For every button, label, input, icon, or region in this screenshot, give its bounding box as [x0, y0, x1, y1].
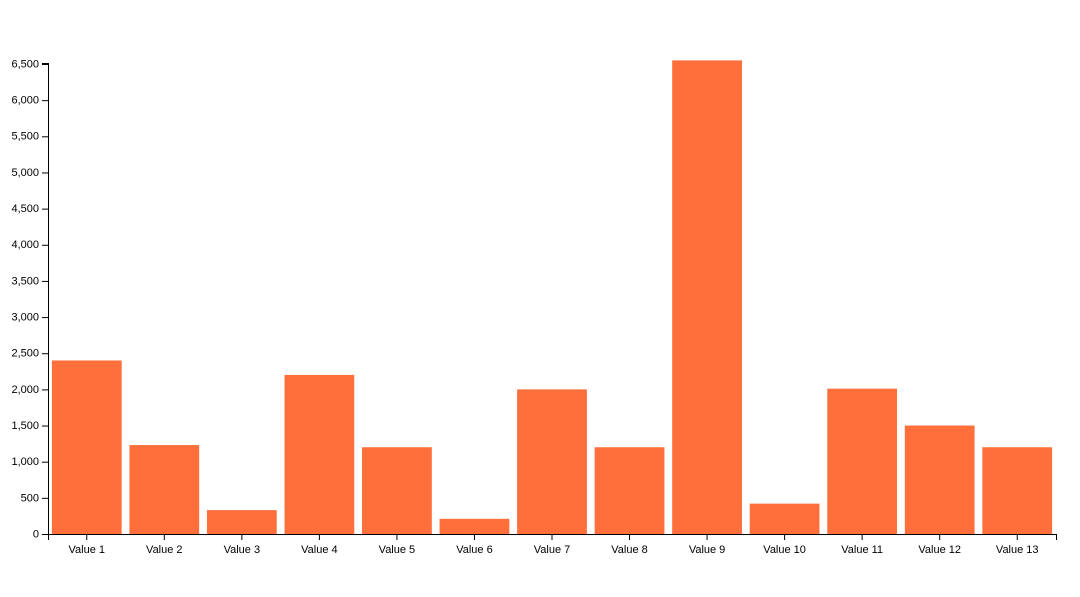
x-tick-label: Value 12: [918, 544, 961, 556]
bar-8: [594, 447, 665, 534]
x-axis: Value 1 Value 2 Value 3 Value 4 Value 5 Value…: [48, 534, 1057, 556]
y-tick-label: 4,000: [11, 239, 39, 251]
y-tick-label: 500: [21, 492, 39, 504]
y-tick-label: 2,000: [11, 384, 39, 396]
bar-7: [517, 389, 587, 534]
x-tick-label: Value 5: [379, 544, 416, 556]
x-tick-label: Value 3: [224, 544, 261, 556]
y-tick-label: 6,500: [11, 58, 39, 70]
x-tick-label: Value 11: [841, 544, 883, 556]
y-tick-label: 3,000: [11, 311, 39, 323]
x-tick-label: Value 13: [996, 544, 1039, 556]
y-tick-label: 2,500: [11, 348, 39, 360]
y-tick-label: 3,500: [11, 275, 39, 287]
bar-9: [672, 60, 742, 534]
bar-13: [982, 447, 1053, 534]
y-axis: 0 500 1,000 1,500 2,000 2,500 3,000 3,500 4,000 4…: [11, 58, 49, 540]
bar-2: [129, 445, 200, 534]
y-tick-label: 1,000: [11, 456, 39, 468]
y-tick-label: 4,500: [11, 203, 39, 215]
x-tick-label: Value 2: [146, 544, 183, 556]
bar-3: [206, 510, 277, 534]
x-tick-label: Value 8: [611, 544, 648, 556]
bar-11: [827, 388, 898, 534]
y-axis-line: [42, 63, 49, 535]
y-tick-label: 6,000: [11, 95, 39, 107]
x-tick-label: Value 6: [456, 544, 493, 556]
bar-5: [362, 447, 432, 534]
bar-1: [51, 360, 122, 534]
y-tick-label: 5,000: [11, 167, 39, 179]
bar-4: [284, 374, 355, 534]
y-tick-label: 5,500: [11, 131, 39, 143]
bar-10: [749, 503, 820, 534]
x-tick-label: Value 4: [301, 544, 338, 556]
x-tick-label: Value 9: [689, 544, 726, 556]
bar-6: [439, 518, 510, 534]
y-tick-label: 1,500: [11, 420, 39, 432]
bar-12: [904, 425, 975, 534]
x-tick-label: Value 7: [534, 544, 571, 556]
bars-layer: [51, 60, 1053, 534]
x-tick-label: Value 10: [763, 544, 806, 556]
y-tick-label: 0: [33, 528, 39, 540]
x-tick-label: Value 1: [69, 544, 106, 556]
